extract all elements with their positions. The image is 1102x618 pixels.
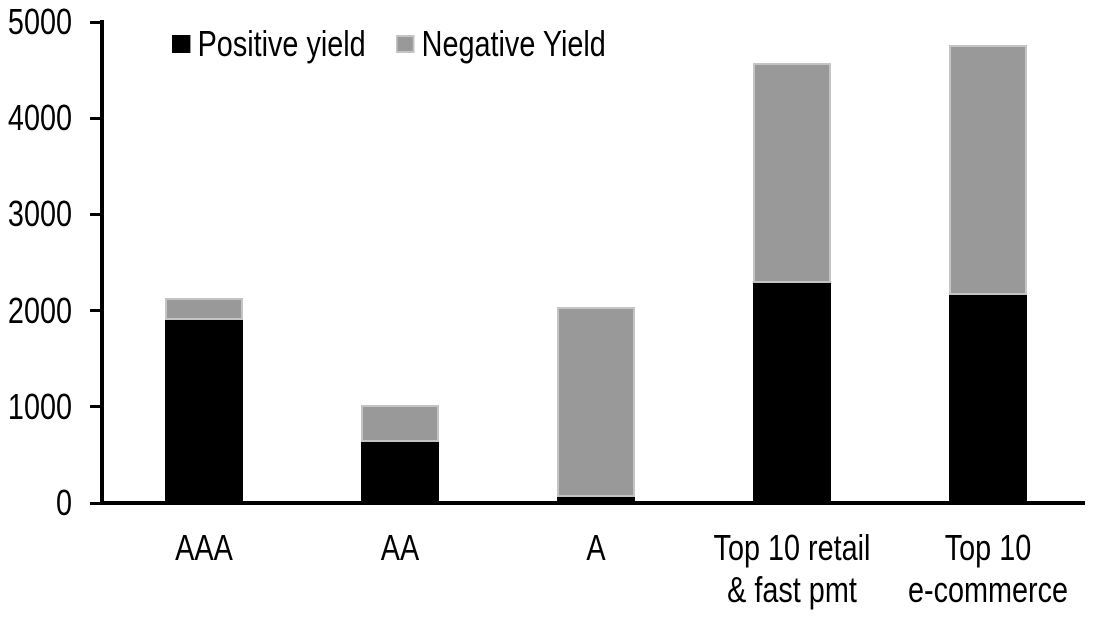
y-axis-line (100, 20, 104, 505)
y-axis-tick-label: 5000 (7, 1, 72, 42)
bar-segment-positive-yield (948, 295, 1027, 501)
y-axis-tick-label: 4000 (7, 97, 72, 139)
y-axis-tick-label: 3000 (7, 193, 72, 235)
x-axis-label: AAA (174, 527, 233, 568)
negative-yield-swatch-icon (396, 35, 415, 53)
legend-item-positive-yield: Positive yield (172, 26, 366, 62)
legend-label-positive-yield: Positive yield (197, 23, 366, 64)
bar-segment-positive-yield (556, 497, 635, 501)
legend-item-negative-yield: Negative Yield (396, 26, 606, 62)
bar-segment-negative-yield (948, 44, 1027, 296)
y-axis-tick-label: 2000 (7, 289, 72, 331)
y-axis-tick-mark (90, 116, 104, 120)
y-axis-tick-label: 0 (55, 482, 72, 523)
y-axis-tick-mark (90, 309, 104, 313)
x-axis-line (100, 501, 1085, 505)
bar-segment-positive-yield (752, 282, 831, 501)
y-axis-tick-label: 1000 (7, 385, 72, 427)
bar-segment-negative-yield (360, 404, 439, 442)
bar-segment-negative-yield (556, 306, 635, 498)
x-axis-label: AA (380, 527, 419, 568)
legend: Positive yield Negative Yield (172, 26, 606, 62)
x-axis-label: A (585, 527, 606, 568)
bar-segment-positive-yield (164, 319, 243, 501)
positive-yield-swatch-icon (172, 35, 191, 53)
y-axis-tick-mark (90, 20, 104, 24)
x-axis-label: Top 10 retail & fast pmt (713, 527, 870, 610)
bar-segment-negative-yield (752, 63, 831, 283)
y-axis-tick-mark (90, 501, 104, 505)
legend-label-negative-yield: Negative Yield (421, 23, 606, 64)
y-axis-tick-mark (90, 212, 104, 216)
bar-segment-positive-yield (360, 441, 439, 501)
bar-segment-negative-yield (164, 297, 243, 320)
x-axis-label: Top 10 e-commerce (907, 527, 1068, 610)
y-axis-tick-mark (90, 405, 104, 409)
